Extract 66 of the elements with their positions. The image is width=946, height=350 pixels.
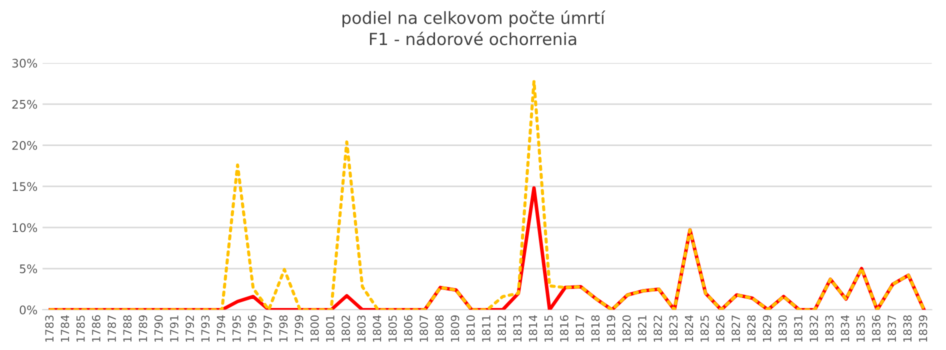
y-tick-label: 10% (12, 223, 38, 232)
x-tick-label: 1819 (606, 315, 616, 342)
x-tick-label: 1799 (294, 315, 304, 342)
y-tick-label: 0% (20, 305, 38, 314)
x-tick-label: 1813 (513, 316, 522, 342)
x-tick-label: 1810 (466, 315, 475, 342)
x-tick-label: 1812 (498, 316, 506, 342)
y-tick-label: 5% (20, 264, 38, 274)
y-tick-label: 30% (12, 58, 38, 68)
x-tick-label: 1820 (622, 315, 631, 342)
x-tick-label: 1798 (279, 315, 288, 342)
x-tick-label: 1831 (794, 316, 802, 342)
x-tick-label: 1791 (170, 316, 178, 342)
x-tick-label: 1828 (747, 315, 756, 342)
x-tick-label: 1826 (716, 315, 724, 342)
x-tick-label: 1801 (326, 316, 334, 342)
x-tick-label: 1800 (310, 315, 319, 342)
x-tick-label: 1790 (154, 315, 163, 342)
y-tick-label: 25% (12, 100, 38, 109)
y-tick-label: 20% (12, 140, 38, 150)
x-tick-label: 1789 (138, 315, 148, 342)
x-tick-label: 1807 (420, 316, 428, 342)
x-tick-label: 1803 (357, 316, 366, 342)
x-tick-label: 1794 (216, 315, 226, 342)
x-tick-label: 1796 (248, 315, 256, 342)
x-tick-label: 1815 (544, 316, 553, 342)
x-tick-label: 1835 (856, 316, 865, 342)
x-tick-label: 1806 (404, 315, 412, 342)
x-tick-label: 1804 (372, 315, 382, 342)
x-tick-label: 1802 (342, 316, 350, 342)
x-tick-label: 1837 (888, 316, 896, 342)
x-tick-label: 1824 (684, 315, 694, 342)
x-tick-label: 1797 (264, 316, 272, 342)
x-tick-label: 1787 (108, 316, 116, 342)
y-tick-label: 15% (12, 182, 38, 192)
x-tick-label: 1786 (92, 315, 100, 342)
x-tick-label: 1784 (60, 315, 70, 342)
x-tick-label: 1785 (76, 316, 85, 342)
x-tick-label: 1839 (918, 315, 928, 342)
x-tick-label: 1792 (186, 316, 194, 342)
x-tick-label: 1823 (669, 316, 678, 342)
x-tick-label: 1817 (576, 316, 584, 342)
x-tick-label: 1811 (482, 316, 490, 342)
x-tick-label: 1834 (840, 315, 850, 342)
x-tick-label: 1808 (435, 315, 444, 342)
x-tick-label: 1793 (201, 316, 210, 342)
x-tick-label: 1809 (450, 315, 460, 342)
x-tick-label: 1783 (45, 316, 54, 342)
line-series (48, 80, 926, 310)
x-tick-label: 1832 (810, 316, 818, 342)
x-tick-label: 1830 (778, 315, 787, 342)
x-tick-label: 1795 (232, 316, 241, 342)
chart-title: podiel na celkovom počte úmrtí F1 - nádorové ochorrenia (342, 10, 606, 46)
x-tick-label: 1825 (700, 316, 709, 342)
x-tick-label: 1821 (638, 316, 646, 342)
x-tick-label: 1829 (762, 315, 772, 342)
x-tick-label: 1833 (825, 316, 834, 342)
x-tick-label: 1814 (528, 315, 538, 342)
x-tick-label: 1827 (732, 316, 740, 342)
x-tick-label: 1805 (388, 316, 397, 342)
x-tick-label: 1788 (123, 315, 132, 342)
x-tick-label: 1816 (560, 315, 568, 342)
x-tick-label: 1818 (591, 315, 600, 342)
x-tick-label: 1836 (872, 315, 880, 342)
x-tick-label: 1838 (903, 315, 912, 342)
x-tick-label: 1822 (654, 316, 662, 342)
